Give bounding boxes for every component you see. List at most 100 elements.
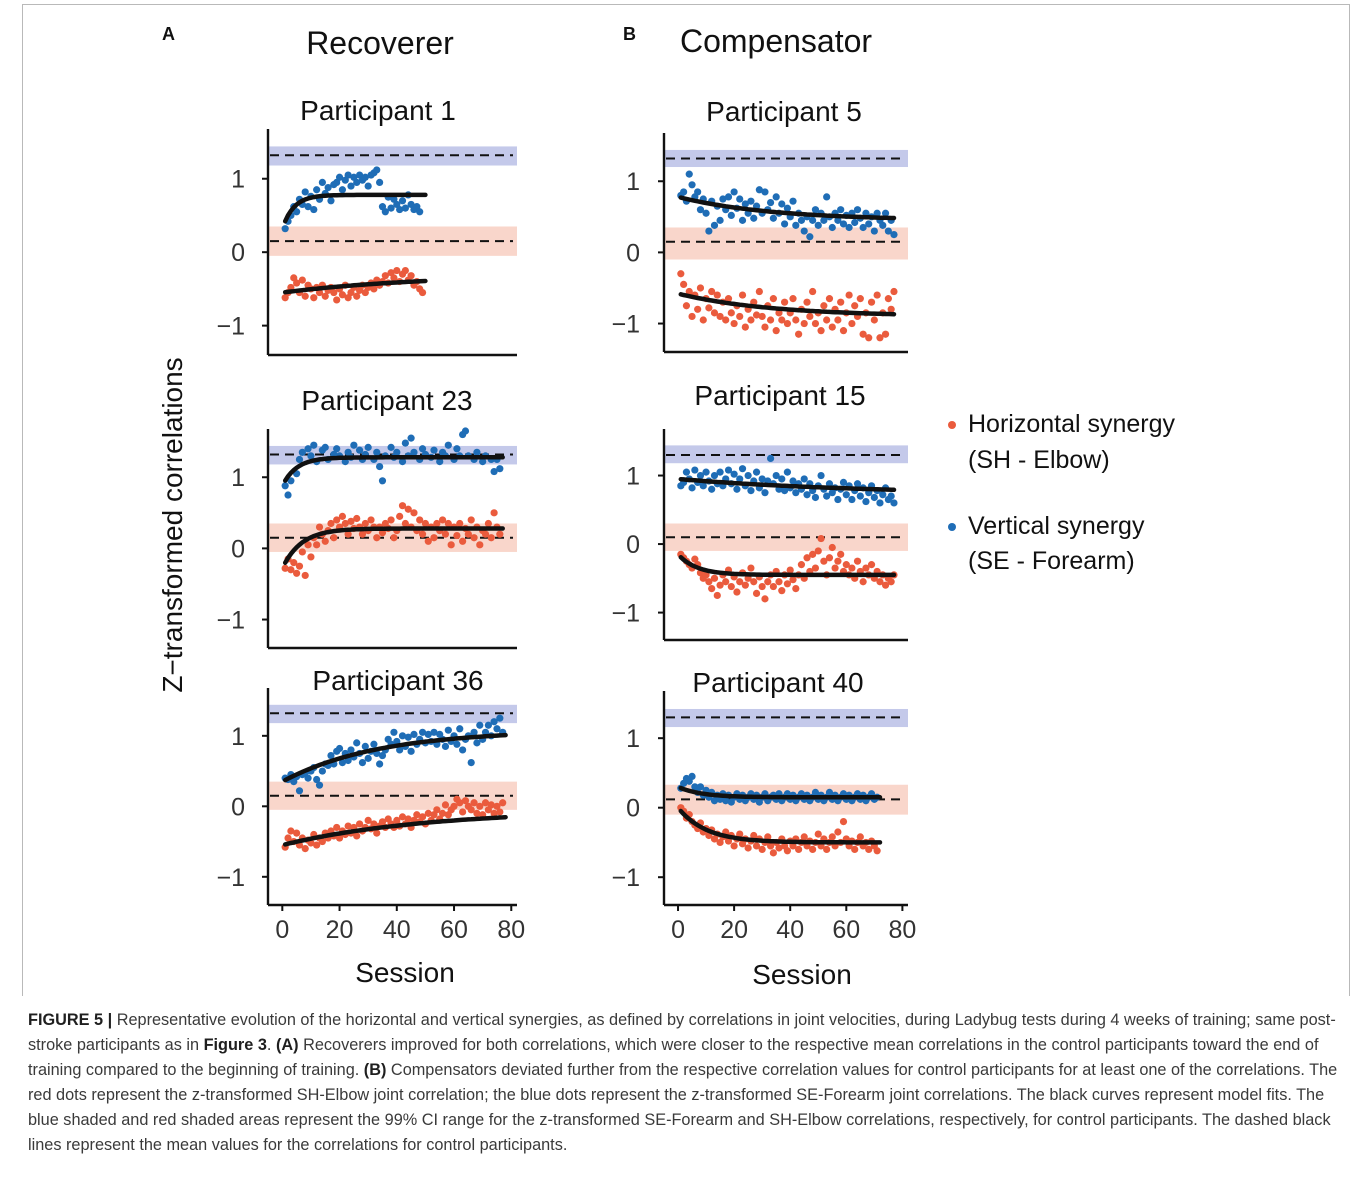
data-point-vertical [710, 797, 719, 805]
data-point-vertical [789, 477, 797, 485]
data-point-vertical [828, 223, 836, 232]
data-point-vertical [730, 470, 738, 478]
data-point-vertical [783, 204, 792, 212]
data-point-vertical [304, 445, 312, 453]
data-point-vertical [347, 182, 355, 190]
data-point-horizontal [370, 820, 378, 828]
data-point-horizontal [775, 578, 783, 586]
data-point-vertical [879, 491, 887, 499]
data-point-vertical [376, 760, 384, 768]
data-point-horizontal [315, 523, 324, 531]
x-tick-label: 80 [888, 916, 916, 944]
data-point-vertical [778, 475, 786, 483]
data-point-vertical [865, 220, 873, 228]
data-point-vertical [705, 227, 713, 235]
data-point-horizontal [284, 834, 292, 842]
data-point-horizontal [301, 292, 309, 300]
subplot-6: 1 0 −1 0 20 40 60 80 Participant 40 [611, 667, 916, 944]
data-point-vertical [724, 193, 733, 201]
data-point-vertical [321, 443, 329, 451]
data-point-vertical [710, 221, 719, 229]
data-point-horizontal [792, 316, 800, 324]
data-point-horizontal [766, 316, 775, 324]
data-point-vertical [307, 452, 315, 460]
data-point-vertical [444, 726, 452, 734]
subplot-4: 1 0 −1 Participant 5 [611, 96, 908, 354]
data-point-horizontal [803, 298, 811, 306]
data-point-horizontal [887, 305, 895, 313]
data-point-horizontal [823, 845, 831, 853]
data-point-vertical [825, 788, 834, 796]
data-point-horizontal [797, 561, 806, 569]
data-point-vertical [493, 725, 501, 733]
figure-chart: A Recoverer B Compensator Z−transformed … [157, 23, 1176, 990]
data-point-vertical [350, 441, 358, 449]
x-tick-label: 0 [275, 916, 289, 944]
data-point-horizontal [780, 298, 789, 306]
y-axis-label: Z−transformed correlations [157, 357, 188, 692]
data-point-horizontal [708, 585, 716, 593]
data-point-vertical [780, 487, 789, 495]
data-point-horizontal [416, 516, 424, 524]
fit-curve-vertical [282, 732, 508, 783]
data-point-vertical [682, 468, 691, 476]
data-point-vertical [738, 465, 747, 473]
figure-caption: FIGURE 5 | Representative evolution of t… [28, 1008, 1338, 1158]
data-point-horizontal [783, 319, 792, 328]
data-point-horizontal [705, 304, 713, 312]
data-point-vertical [476, 721, 484, 729]
data-point-vertical [387, 204, 395, 212]
subplot-2: 1 0 −1 Participant 23 [216, 385, 517, 650]
data-point-vertical [761, 489, 769, 497]
data-point-vertical [484, 721, 492, 729]
x-axis-label-b: Session [752, 959, 852, 990]
x-tick-label: 40 [776, 916, 804, 944]
y-tick-label: −1 [216, 864, 245, 892]
data-point-horizontal [783, 847, 792, 855]
fit-curve-vertical [282, 192, 428, 224]
data-point-horizontal [344, 822, 352, 830]
fit-curve-vertical [678, 785, 883, 800]
data-point-vertical [755, 186, 763, 194]
data-point-horizontal [856, 295, 864, 303]
data-point-vertical [416, 208, 424, 216]
data-point-vertical [772, 193, 780, 201]
data-point-vertical [890, 231, 898, 239]
data-point-horizontal [839, 327, 848, 335]
data-point-vertical [364, 443, 372, 451]
data-point-vertical [696, 471, 705, 480]
data-point-horizontal [496, 808, 504, 816]
data-point-horizontal [862, 564, 870, 572]
data-point-horizontal [890, 287, 898, 296]
data-point-horizontal [865, 845, 873, 853]
data-point-horizontal [353, 514, 361, 523]
data-point-vertical [870, 227, 878, 235]
data-point-vertical [811, 493, 820, 502]
data-point-horizontal [481, 530, 490, 538]
data-point-vertical [281, 482, 289, 490]
data-point-vertical [814, 221, 822, 229]
data-point-vertical [733, 485, 741, 493]
data-point-vertical [430, 728, 438, 736]
data-point-vertical [747, 197, 755, 205]
data-point-vertical [820, 216, 828, 224]
data-point-vertical [358, 759, 367, 767]
panel-a-title: Recoverer [306, 25, 454, 61]
data-point-horizontal [716, 581, 724, 589]
y-tick-label: 1 [231, 723, 245, 751]
subplot-1: 1 0 −1 Participant 1 [216, 95, 517, 357]
data-point-vertical [817, 471, 825, 480]
data-point-horizontal [834, 316, 842, 324]
data-point-vertical [719, 195, 727, 203]
data-point-vertical [766, 198, 775, 207]
data-point-horizontal [381, 272, 389, 280]
data-point-vertical [453, 445, 461, 453]
data-point-vertical [842, 491, 850, 499]
fit-curve-horizontal [282, 526, 505, 566]
data-point-horizontal [842, 561, 850, 569]
data-point-horizontal [876, 578, 884, 586]
data-point-horizontal [344, 530, 352, 538]
data-point-horizontal [867, 298, 876, 306]
y-tick-label: −1 [611, 600, 640, 628]
data-point-horizontal [433, 806, 441, 814]
